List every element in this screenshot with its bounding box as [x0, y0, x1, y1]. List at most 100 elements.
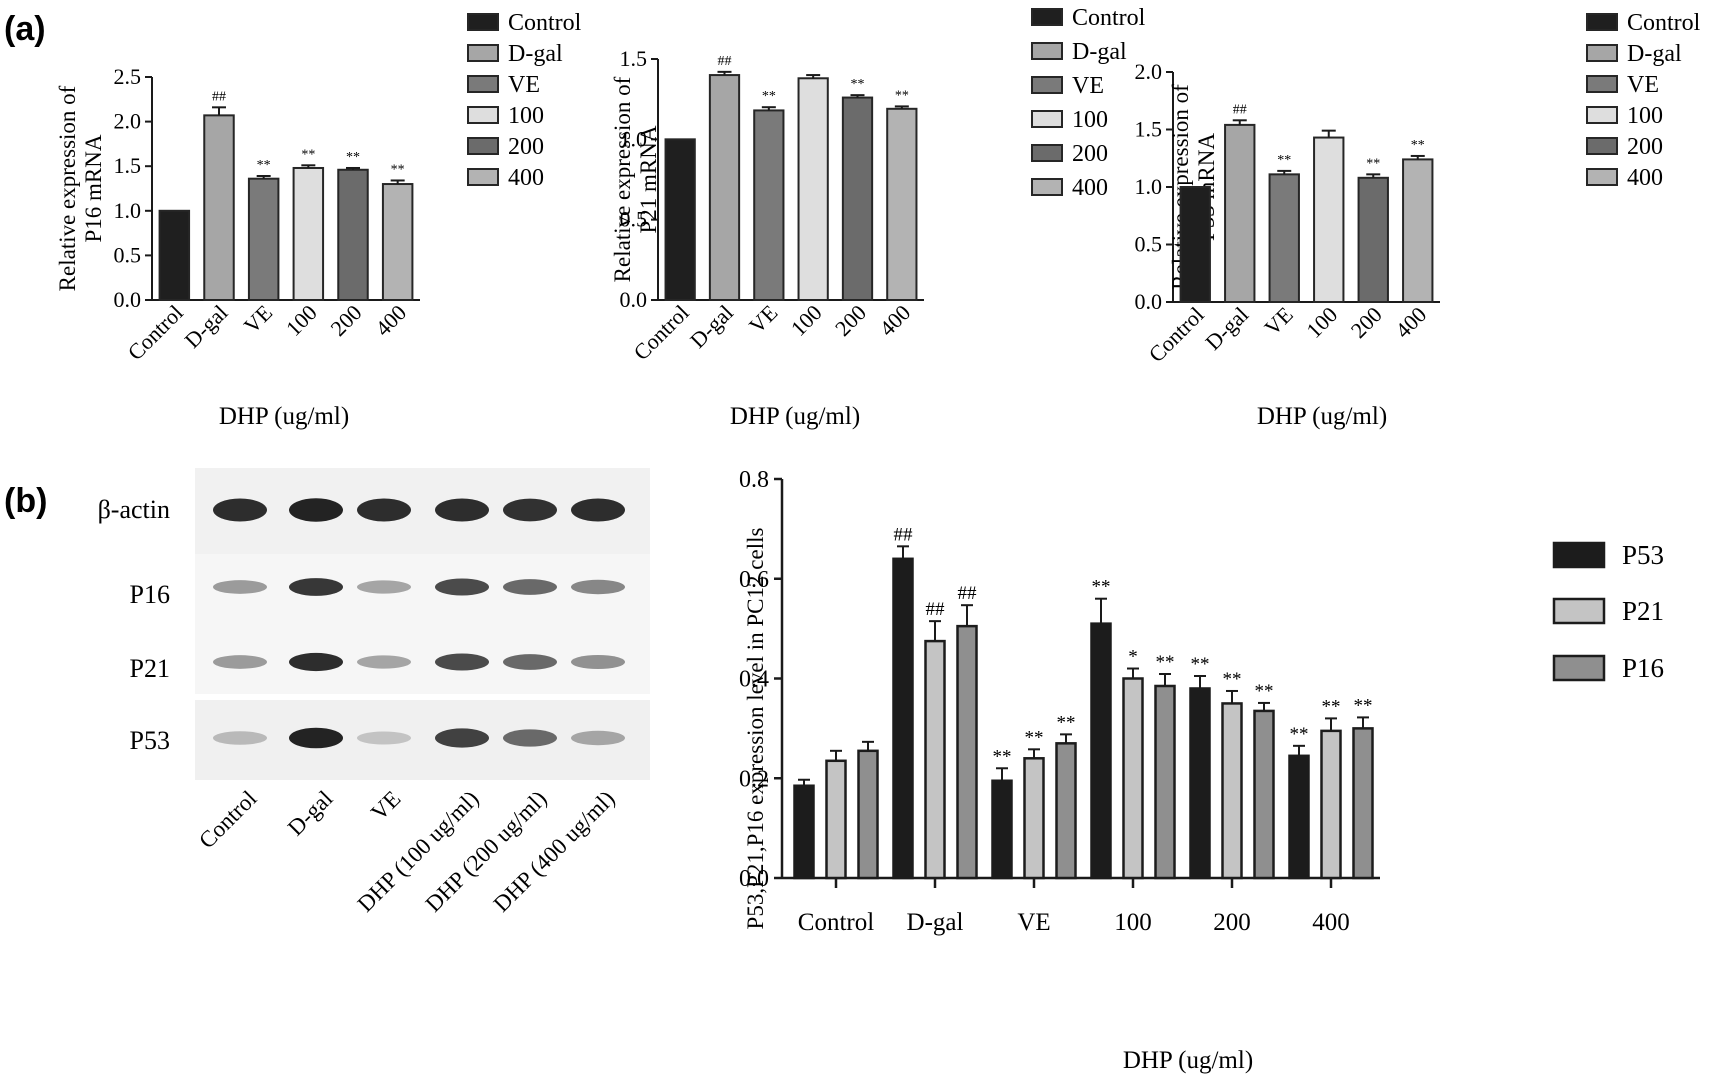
- significance-label: **: [1025, 727, 1044, 748]
- legend-label: P21: [1622, 596, 1664, 626]
- legend-label: VE: [508, 72, 540, 98]
- legend-swatch-2: [1586, 75, 1618, 93]
- legend-label: 400: [1072, 175, 1108, 201]
- legend-swatch-5: [1586, 168, 1618, 186]
- significance-label: **: [1057, 712, 1076, 733]
- blot-band: [571, 579, 625, 595]
- bar-4: [841, 96, 874, 301]
- significance-label: ##: [212, 89, 226, 104]
- blot-band: [289, 727, 343, 749]
- significance-label: ##: [1233, 102, 1247, 117]
- bar-p16-3: [1154, 684, 1176, 880]
- blot-band: [289, 498, 343, 522]
- x-tick-label: 400: [1312, 909, 1350, 936]
- legend-swatch-3: [1031, 110, 1063, 128]
- legend-label: D-gal: [508, 41, 563, 67]
- significance-label: **: [993, 746, 1012, 767]
- blot-band: [435, 653, 489, 671]
- blot-band: [213, 655, 267, 669]
- legend-swatch-1: [467, 44, 499, 62]
- y-tick-label: 0.0: [620, 287, 648, 312]
- bar-p53-0: [793, 784, 815, 880]
- significance-label: **: [1277, 153, 1291, 168]
- legend-swatch-0: [1586, 13, 1618, 31]
- legend-label: 100: [508, 103, 544, 129]
- y-tick-label: 1.0: [114, 198, 142, 223]
- y-tick-label: 0.6: [739, 567, 769, 593]
- legend-label: 400: [1627, 165, 1663, 191]
- legend-label: Control: [508, 10, 582, 36]
- bar-5: [886, 107, 918, 301]
- y-tick-label: 1.5: [620, 46, 648, 71]
- bar-p53-5: [1288, 754, 1310, 880]
- protein-expression-chart: 0.0 0.2 0.4 0.6 0.8 Control D-gal VE 100 200 400 ##…: [739, 467, 1664, 1074]
- legend-swatch-0: [467, 13, 499, 31]
- blot-band: [503, 654, 557, 670]
- y-axis-label-line: Relative expression of: [55, 85, 80, 291]
- legend-label: 100: [1627, 103, 1663, 129]
- blot-row-label: P16: [130, 580, 170, 609]
- blot-band: [435, 728, 489, 748]
- y-tick-label: 1.5: [114, 153, 142, 178]
- x-tick-label: 200: [1213, 909, 1251, 936]
- x-tick-label: Control: [798, 909, 874, 936]
- bar-p53-2: [991, 779, 1013, 880]
- blot-band: [357, 580, 411, 594]
- blot-band: [289, 578, 343, 596]
- significance-label: **: [762, 89, 776, 104]
- legend-label: 200: [1072, 141, 1108, 167]
- y-tick-label: 0.5: [620, 207, 648, 232]
- y-tick-label: 0.8: [739, 467, 769, 493]
- significance-label: **: [895, 88, 909, 103]
- significance-label: ##: [894, 524, 914, 545]
- legend-swatch-0: [1031, 8, 1063, 26]
- bar-p16-2: [1055, 742, 1077, 880]
- blot-band: [213, 498, 267, 522]
- y-tick-label: 0.5: [1135, 232, 1163, 257]
- legend-swatch-1: [1031, 42, 1063, 60]
- x-axis-label: DHP (ug/ml): [219, 403, 349, 430]
- significance-label: **: [301, 147, 315, 162]
- y-tick-label: 1.0: [1135, 174, 1163, 199]
- blot-band: [213, 580, 267, 594]
- bar-2: [247, 177, 280, 301]
- y-tick-label: 1.5: [1135, 117, 1163, 142]
- significance-label: **: [1411, 138, 1425, 153]
- x-tick-label: VE: [1017, 909, 1050, 936]
- legend-label: VE: [1627, 72, 1659, 98]
- y-tick-label: 0.0: [739, 866, 769, 892]
- legend-swatch-5: [1031, 178, 1063, 196]
- legend-swatch-p21: [1552, 597, 1606, 625]
- significance-label: ##: [926, 599, 946, 620]
- x-axis-label: DHP (ug/ml): [730, 403, 860, 430]
- legend-swatch-2: [1031, 76, 1063, 94]
- blot-band: [503, 579, 557, 595]
- panel-a-label: (a): [4, 10, 46, 48]
- significance-label: *: [1128, 647, 1138, 668]
- y-tick-label: 0.0: [1135, 289, 1163, 314]
- bar-p16-5: [1352, 727, 1374, 880]
- bar-5: [1402, 158, 1434, 303]
- significance-label: **: [1156, 652, 1175, 673]
- blot-band: [503, 729, 557, 747]
- legend-swatch-4: [1031, 144, 1063, 162]
- bar-p53-3: [1090, 622, 1112, 880]
- y-tick-label: 2.0: [114, 109, 142, 134]
- blot-band: [357, 731, 411, 745]
- bar-p21-0: [825, 759, 847, 880]
- y-axis-label: P53,P21,P16 expression level in PC12 cel…: [743, 528, 768, 930]
- significance-label: ##: [958, 583, 978, 604]
- blot-strip-p16-p21: [195, 554, 650, 694]
- blot-band: [357, 498, 411, 522]
- y-tick-label: 0.0: [114, 287, 142, 312]
- bar-0: [1179, 186, 1211, 303]
- y-tick-label: 1.0: [620, 126, 648, 151]
- y-axis-label-line: Relative expression of: [610, 76, 635, 282]
- legend-label: P16: [1622, 653, 1664, 683]
- bar-p21-2: [1023, 757, 1045, 880]
- legend-label: P53: [1622, 540, 1664, 570]
- y-tick-label: 2.0: [1135, 59, 1163, 84]
- significance-label: **: [1191, 654, 1210, 675]
- significance-label: **: [391, 162, 405, 177]
